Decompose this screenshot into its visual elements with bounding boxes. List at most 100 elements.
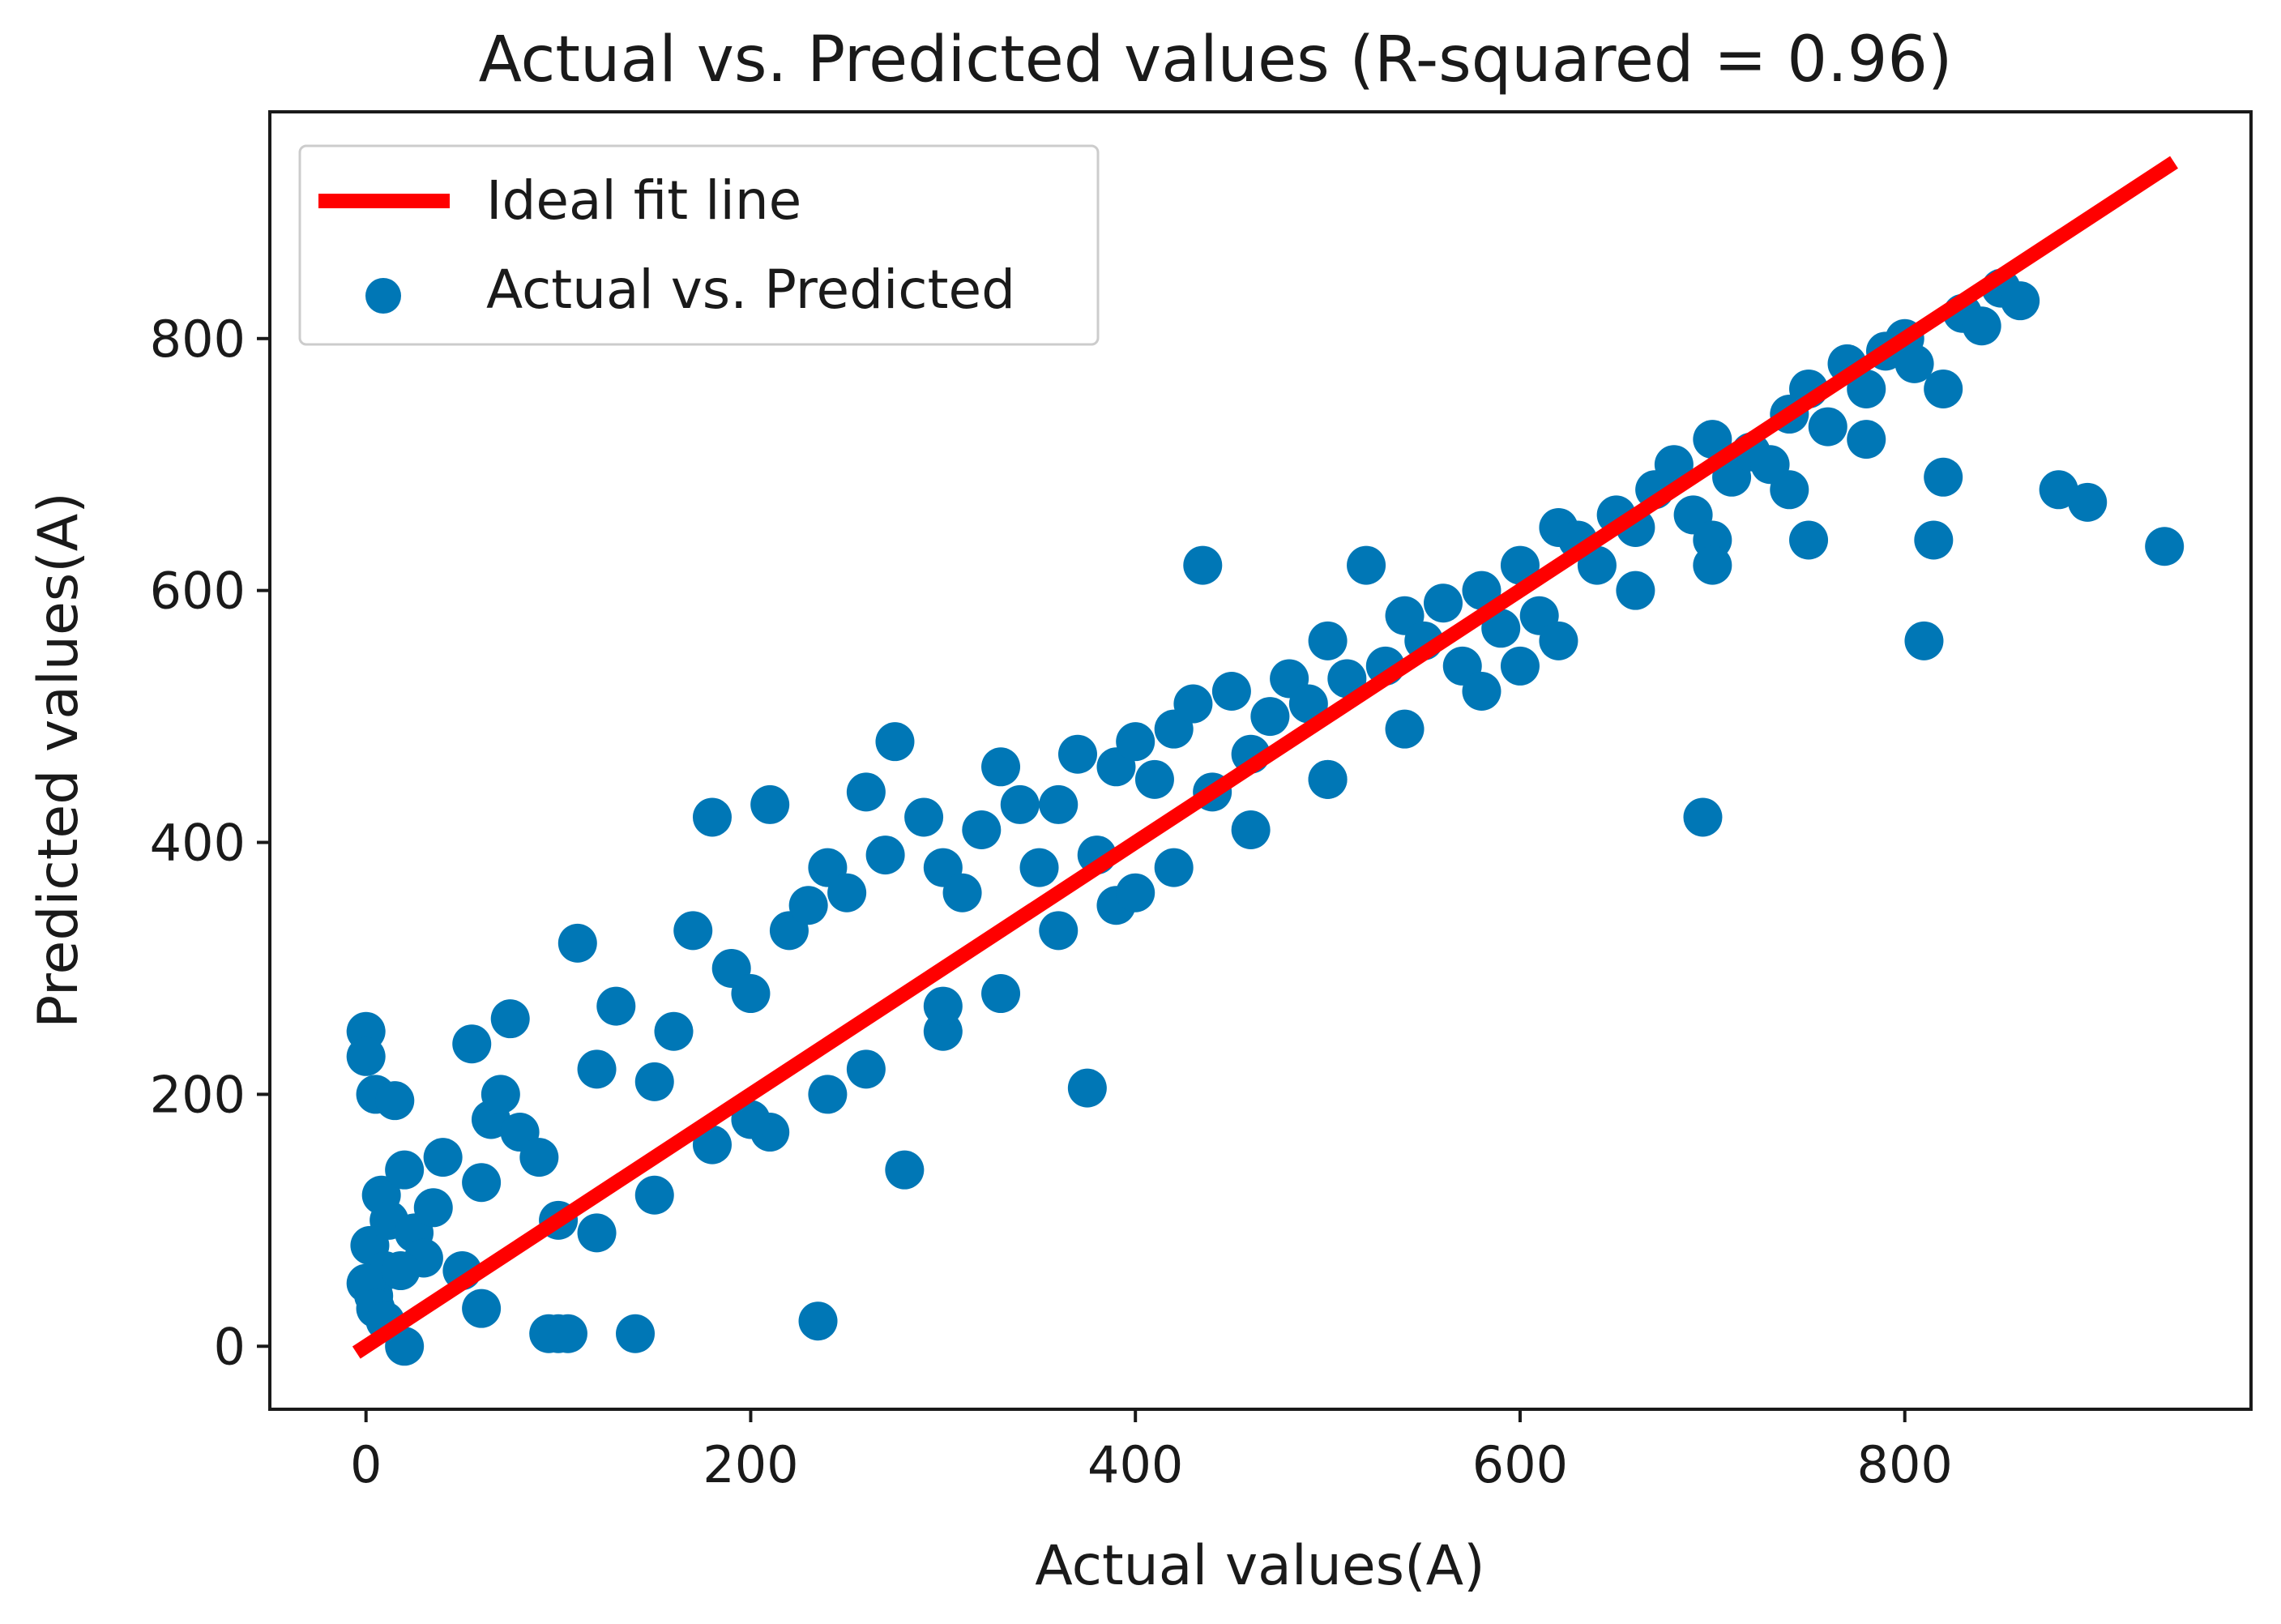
scatter-point — [452, 1024, 492, 1064]
legend-fit-line-label: Ideal fit line — [486, 169, 801, 232]
scatter-point — [731, 974, 771, 1014]
scatter-point — [1770, 470, 1809, 510]
scatter-point — [1308, 759, 1348, 799]
scatter-point — [346, 1036, 386, 1076]
scatter-point — [1539, 621, 1578, 660]
scatter-point — [616, 1314, 656, 1353]
scatter-point — [1693, 545, 1732, 585]
scatter-point — [1039, 911, 1079, 951]
scatter-point — [923, 986, 963, 1026]
legend: Ideal fit line Actual vs. Predicted — [298, 144, 1100, 346]
scatter-point — [1683, 797, 1723, 837]
scatter-point — [808, 1075, 848, 1114]
scatter-point — [1288, 684, 1328, 724]
scatter-point — [1067, 1068, 1107, 1108]
legend-scatter-label: Actual vs. Predicted — [486, 259, 1015, 321]
y-axis-label: Predicted values(A) — [27, 492, 91, 1028]
scatter-point — [577, 1213, 617, 1253]
scatter-point — [1134, 759, 1174, 799]
scatter-point — [1500, 646, 1540, 686]
scatter-point — [1211, 672, 1251, 712]
scatter-point — [1481, 609, 1521, 648]
scatter-point — [1057, 734, 1097, 774]
scatter-point — [2068, 482, 2108, 522]
scatter-point — [375, 1081, 415, 1121]
x-tick-label: 200 — [703, 1435, 798, 1494]
scatter-point — [1039, 784, 1079, 824]
y-tick-label: 600 — [150, 562, 246, 621]
scatter-point — [1924, 369, 1963, 408]
scatter-point — [557, 923, 597, 963]
scatter-point — [1904, 621, 1944, 660]
scatter-point — [596, 986, 636, 1026]
scatter-point — [1789, 520, 1829, 560]
scatter-point — [577, 1049, 617, 1089]
legend-box — [298, 144, 1100, 346]
scatter-point — [1000, 784, 1040, 824]
scatter-point — [1577, 545, 1617, 585]
y-tick-label: 0 — [214, 1317, 246, 1376]
scatter-point — [962, 810, 1002, 849]
scatter-point — [875, 722, 915, 762]
scatter-point — [1116, 873, 1155, 912]
scatter-point — [1154, 848, 1194, 887]
scatter-point — [654, 1011, 694, 1051]
scatter-point — [1847, 420, 1886, 459]
x-axis-ticks: 0 200 400 600 800 — [350, 1409, 1953, 1494]
scatter-point — [1173, 684, 1213, 724]
scatter-point — [1116, 722, 1155, 762]
ideal-fit-line — [352, 156, 2178, 1359]
scatter-point — [1616, 571, 1655, 610]
scatter-point — [942, 873, 982, 912]
scatter-point — [788, 886, 828, 925]
x-tick-label: 0 — [350, 1435, 382, 1494]
scatter-point — [634, 1062, 674, 1101]
scatter-point — [2001, 281, 2040, 321]
scatter-point — [981, 974, 1021, 1014]
scatter-point — [1385, 709, 1425, 749]
scatter-point — [1308, 621, 1348, 660]
scatter-point — [865, 836, 905, 875]
scatter-point — [1654, 445, 1694, 485]
scatter-point — [1914, 520, 1954, 560]
x-tick-label: 400 — [1087, 1435, 1183, 1494]
scatter-point — [692, 797, 732, 837]
y-tick-label: 200 — [150, 1065, 246, 1124]
x-axis-label: Actual values(A) — [1035, 1534, 1484, 1598]
scatter-point — [846, 772, 886, 812]
scatter-point — [634, 1175, 674, 1215]
scatter-point — [1231, 810, 1271, 849]
x-tick-label: 800 — [1857, 1435, 1953, 1494]
scatter-point — [731, 1100, 771, 1139]
scatter-point — [462, 1289, 502, 1328]
scatter-points — [346, 268, 2185, 1366]
scatter-point — [1962, 306, 2001, 346]
y-tick-label: 800 — [150, 310, 246, 369]
scatter-point — [2145, 527, 2185, 566]
scatter-point — [1894, 344, 1934, 383]
scatter-point — [413, 1188, 453, 1228]
scatter-point — [692, 1125, 732, 1165]
scatter-point — [846, 1049, 886, 1089]
scatter-point — [904, 797, 944, 837]
scatter-point — [1462, 672, 1501, 712]
scatter-point — [385, 1327, 425, 1366]
scatter-point — [490, 999, 530, 1039]
scatter-point — [1462, 571, 1501, 610]
scatter-point — [385, 1150, 425, 1190]
scatter-point — [1808, 407, 1847, 447]
scatter-point — [673, 911, 713, 951]
scatter-point — [1424, 583, 1463, 623]
y-tick-label: 400 — [150, 814, 246, 873]
x-tick-label: 600 — [1472, 1435, 1568, 1494]
scatter-point — [827, 873, 867, 912]
scatter-point — [381, 1251, 421, 1291]
legend-scatter-swatch — [365, 278, 401, 314]
scatter-point — [481, 1075, 520, 1114]
y-axis-ticks: 0 200 400 600 800 — [150, 310, 270, 1376]
scatter-point — [519, 1138, 559, 1177]
scatter-point — [750, 784, 790, 824]
scatter-point — [548, 1314, 587, 1353]
scatter-point — [1500, 545, 1540, 585]
